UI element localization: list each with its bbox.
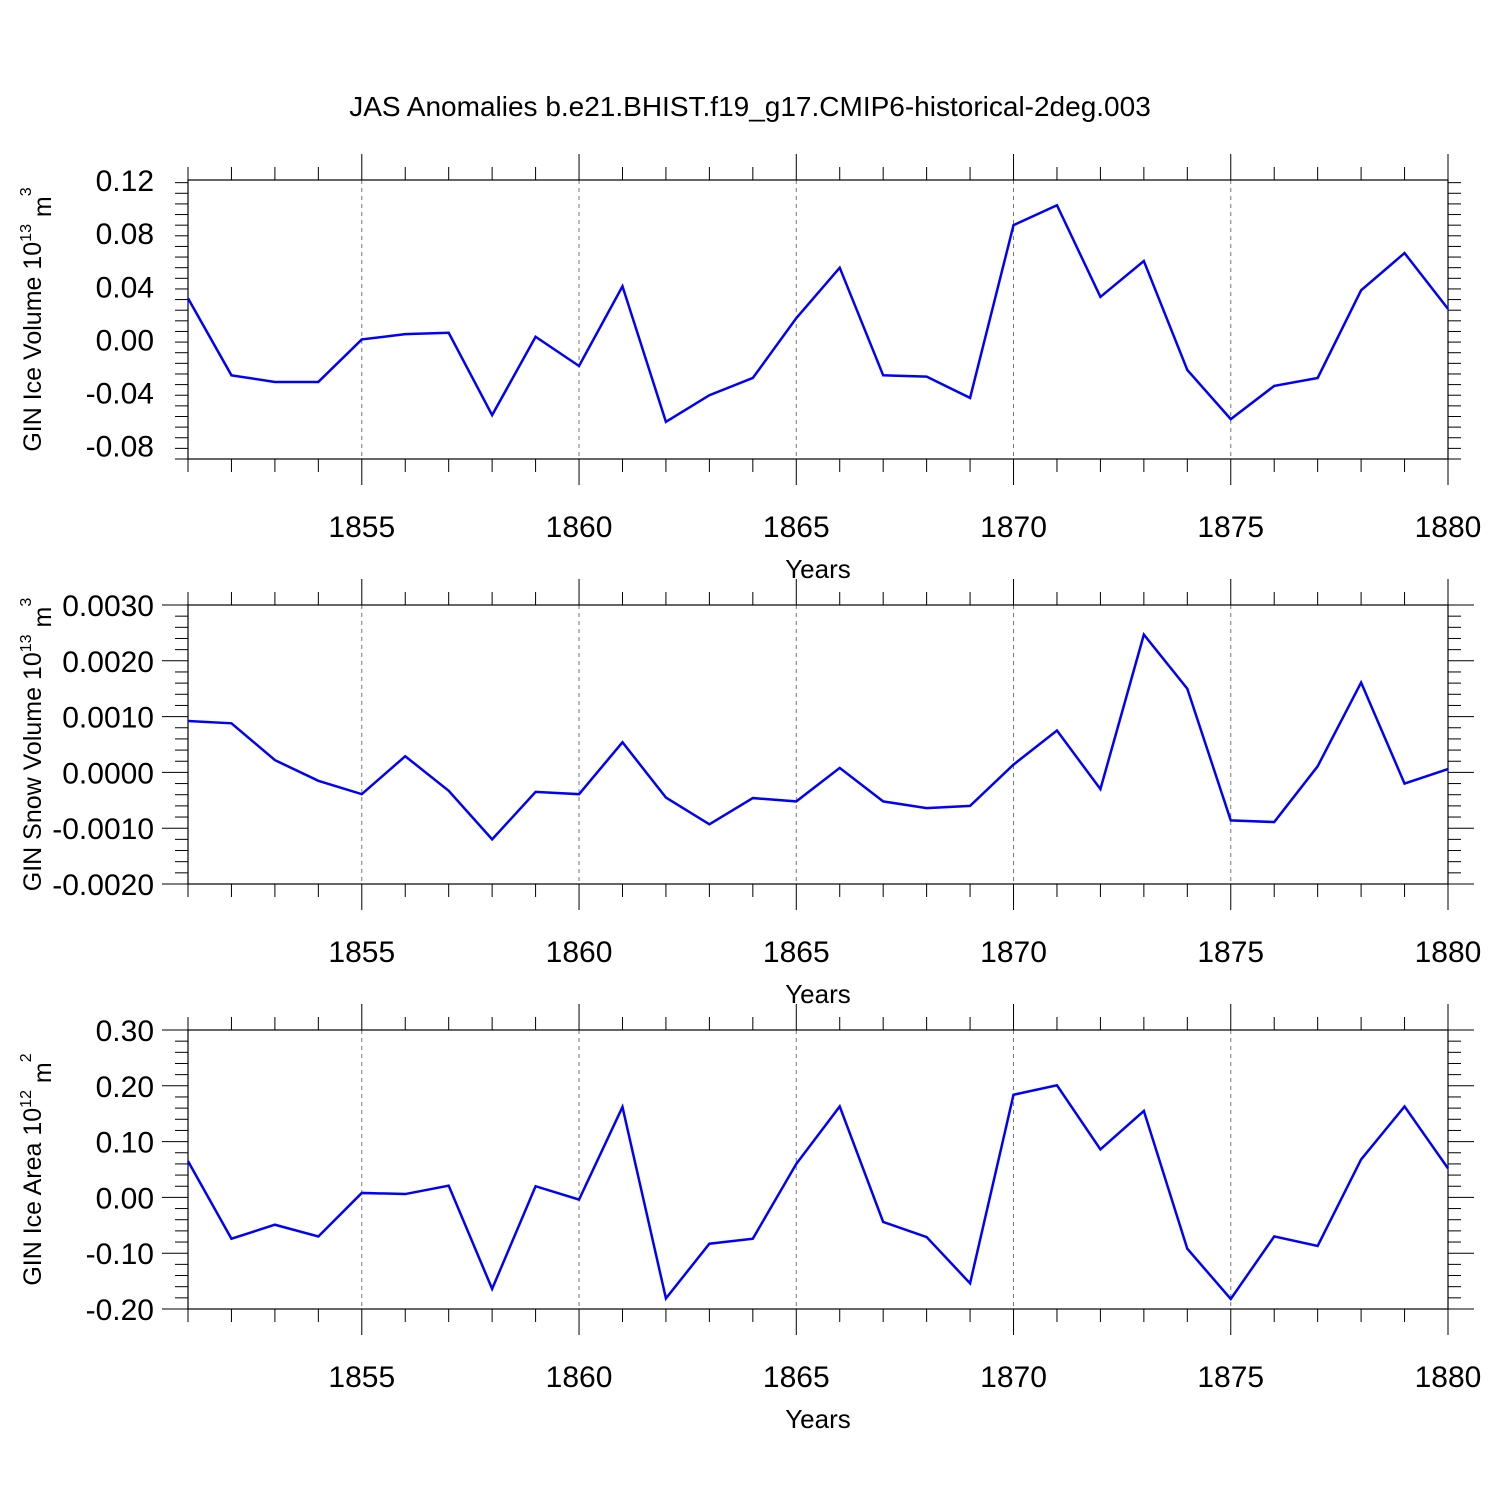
x-tick-label: 1855 bbox=[328, 511, 395, 544]
x-tick-label: 1855 bbox=[328, 936, 395, 969]
y-axis-label-exponent: 13 bbox=[18, 224, 35, 242]
y-tick-label: 0.10 bbox=[96, 1127, 154, 1160]
y-tick-label: -0.20 bbox=[86, 1294, 154, 1327]
chart-title: JAS Anomalies b.e21.BHIST.f19_g17.CMIP6-… bbox=[349, 91, 1151, 122]
x-axis-label: Years bbox=[785, 979, 851, 1009]
y-axis-label-unit-exponent: 2 bbox=[18, 1053, 35, 1062]
data-series-line bbox=[186, 203, 1449, 424]
x-tick-label: 1875 bbox=[1197, 1361, 1264, 1394]
y-tick-label: 0.0030 bbox=[62, 590, 154, 623]
x-tick-label: 1875 bbox=[1197, 511, 1264, 544]
plot-frame bbox=[187, 1029, 1449, 1310]
y-axis-label: GIN Snow Volume 1013 m3 bbox=[18, 598, 57, 892]
y-axis-label-text: GIN Ice Area 10 bbox=[19, 1108, 47, 1286]
x-tick-label: 1880 bbox=[1415, 1361, 1482, 1394]
panel-2: 0.0030 0.0020 0.0010 0.0000 -0.0010 -0.0020 18… bbox=[18, 579, 1481, 1009]
y-axis-label-unit: m bbox=[29, 1062, 57, 1090]
panel-3: 0.30 0.20 0.10 0.00 -0.10 -0.20 1855 1860 1865 18… bbox=[18, 1004, 1481, 1434]
x-tick-label: 1860 bbox=[546, 936, 613, 969]
plot-frame bbox=[187, 179, 1449, 460]
data-series-line bbox=[187, 631, 1449, 842]
x-tick-label: 1865 bbox=[763, 936, 830, 969]
y-tick-label: 0.04 bbox=[96, 271, 154, 304]
y-tick-label: 0.0000 bbox=[62, 757, 154, 790]
y-tick-label: 0.20 bbox=[96, 1071, 154, 1104]
y-tick-label: -0.0020 bbox=[52, 869, 154, 902]
y-axis-label-text: GIN Ice Volume 10 bbox=[19, 242, 47, 452]
x-tick-label: 1860 bbox=[546, 1361, 613, 1394]
y-axis-label-unit: m bbox=[29, 607, 57, 635]
x-tick-label: 1880 bbox=[1415, 511, 1482, 544]
plot-frame bbox=[187, 604, 1449, 885]
y-tick-label: -0.0010 bbox=[52, 813, 154, 846]
y-axis-label-exponent: 13 bbox=[18, 634, 35, 652]
x-tick-label: 1870 bbox=[980, 511, 1047, 544]
y-tick-label: 0.30 bbox=[96, 1015, 154, 1048]
x-tick-label: 1875 bbox=[1197, 936, 1264, 969]
y-axis-label-text: GIN Snow Volume 10 bbox=[19, 652, 47, 891]
y-axis-label-unit-exponent: 3 bbox=[18, 187, 35, 196]
y-axis-label-exponent: 12 bbox=[18, 1090, 35, 1108]
y-tick-label: -0.04 bbox=[86, 378, 154, 411]
y-tick-label: 0.08 bbox=[96, 218, 154, 251]
panel-1: 0.12 0.08 0.04 0.00 -0.04 -0.08 1855 1860 1865 18… bbox=[18, 154, 1481, 584]
y-tick-label: -0.10 bbox=[86, 1238, 154, 1271]
y-axis-label: GIN Ice Volume 1013 m3 bbox=[18, 187, 57, 451]
y-axis-label-unit-exponent: 3 bbox=[18, 598, 35, 607]
y-axis-label: GIN Ice Area 1012 m2 bbox=[18, 1053, 57, 1285]
x-tick-label: 1870 bbox=[980, 936, 1047, 969]
x-tick-label: 1865 bbox=[763, 511, 830, 544]
x-tick-label: 1880 bbox=[1415, 936, 1482, 969]
x-tick-label: 1870 bbox=[980, 1361, 1047, 1394]
x-axis-label: Years bbox=[785, 1404, 851, 1434]
y-axis-label-unit: m bbox=[29, 196, 57, 224]
y-tick-label: 0.0010 bbox=[62, 702, 154, 735]
y-tick-label: 0.0020 bbox=[62, 646, 154, 679]
data-series-line bbox=[186, 1083, 1450, 1302]
y-tick-label: 0.00 bbox=[96, 324, 154, 357]
y-tick-label: 0.12 bbox=[96, 165, 154, 198]
x-tick-label: 1865 bbox=[763, 1361, 830, 1394]
y-tick-label: 0.00 bbox=[96, 1182, 154, 1215]
x-axis-label: Years bbox=[785, 554, 851, 584]
y-tick-label: -0.08 bbox=[86, 431, 154, 464]
x-tick-label: 1855 bbox=[328, 1361, 395, 1394]
x-tick-label: 1860 bbox=[546, 511, 613, 544]
